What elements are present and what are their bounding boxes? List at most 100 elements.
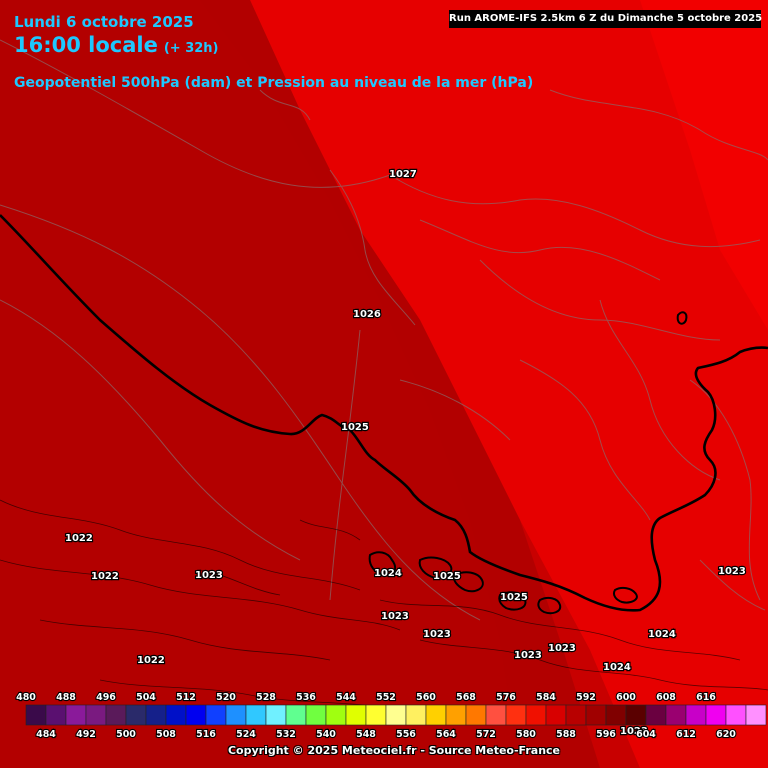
color-scale-bottom-label: 588	[556, 729, 576, 740]
color-scale-swatch	[705, 704, 727, 726]
color-scale-swatch	[745, 704, 767, 726]
color-scale-top-label: 600	[616, 692, 636, 703]
color-scale-bottom-label: 524	[236, 729, 256, 740]
color-scale-bottom-label: 516	[196, 729, 216, 740]
color-scale-swatch	[485, 704, 507, 726]
color-scale-swatch	[625, 704, 647, 726]
color-scale-swatch	[445, 704, 467, 726]
color-scale-bottom-label: 596	[596, 729, 616, 740]
color-scale-bottom-label: 612	[676, 729, 696, 740]
pressure-label: 1024	[374, 568, 402, 579]
geopotential-zone-darker	[0, 0, 520, 768]
color-scale-top-label: 528	[256, 692, 276, 703]
color-scale-bottom-label: 572	[476, 729, 496, 740]
color-scale-bottom-label: 500	[116, 729, 136, 740]
color-scale-swatch	[685, 704, 707, 726]
color-scale-swatch	[245, 704, 267, 726]
color-scale-swatch	[45, 704, 67, 726]
color-scale-swatch	[385, 704, 407, 726]
pressure-label: 1023	[548, 643, 576, 654]
color-scale-swatch	[425, 704, 447, 726]
color-scale-swatch	[605, 704, 627, 726]
color-scale-top-label: 488	[56, 692, 76, 703]
color-scale-bottom-label: 620	[716, 729, 736, 740]
color-scale-bottom-label: 532	[276, 729, 296, 740]
color-scale-swatch	[545, 704, 567, 726]
color-scale-top-label: 576	[496, 692, 516, 703]
map-borders	[0, 39, 768, 621]
color-scale-swatch	[465, 704, 487, 726]
color-scale-bottom-label: 604	[636, 729, 656, 740]
pressure-label: 1023	[423, 629, 451, 640]
boundary-line	[0, 214, 768, 612]
forecast-time: 16:00 locale (+ 32h)	[14, 33, 219, 57]
color-scale-bottom-label: 564	[436, 729, 456, 740]
pressure-label: 1023	[195, 570, 223, 581]
terrain-contours	[0, 499, 768, 711]
field-title: Geopotentiel 500hPa (dam) et Pression au…	[14, 75, 534, 91]
color-scale-swatch	[265, 704, 287, 726]
color-scale-top-label: 608	[656, 692, 676, 703]
color-scale-bottom-label: 556	[396, 729, 416, 740]
pressure-label: 1024	[603, 662, 631, 673]
forecast-time-value: 16:00 locale	[14, 33, 158, 57]
pressure-label: 1024	[648, 629, 676, 640]
color-scale-swatch	[165, 704, 187, 726]
color-scale-swatch	[25, 704, 47, 726]
pressure-label: 1022	[91, 571, 119, 582]
pressure-label: 1025	[341, 422, 369, 433]
color-scale-swatch	[305, 704, 327, 726]
pressure-labels: 1027 1026 1025 1022 1022 1023 1024 1025 …	[64, 168, 747, 738]
color-scale-bottom-label: 492	[76, 729, 96, 740]
color-scale-swatch	[285, 704, 307, 726]
color-scale-bottom-label: 484	[36, 729, 56, 740]
color-scale-swatch	[185, 704, 207, 726]
color-scale-top-label: 496	[96, 692, 116, 703]
copyright: Copyright © 2025 Meteociel.fr - Source M…	[227, 744, 561, 757]
color-scale-top-label: 544	[336, 692, 356, 703]
color-scale-bottom-label: 548	[356, 729, 376, 740]
color-scale-swatch	[85, 704, 107, 726]
forecast-date: Lundi 6 octobre 2025	[14, 13, 194, 31]
color-scale-swatch	[325, 704, 347, 726]
color-scale-top-label: 584	[536, 692, 556, 703]
pressure-label: 1023	[381, 611, 409, 622]
color-scale-top-label: 552	[376, 692, 396, 703]
color-scale-top-label: 480	[16, 692, 36, 703]
color-scale-swatch	[65, 704, 87, 726]
color-scale-top-label: 560	[416, 692, 436, 703]
pressure-label: 1027	[389, 169, 417, 180]
color-scale-bottom-label: 580	[516, 729, 536, 740]
coast-islands	[368, 311, 688, 615]
color-scale-swatch	[125, 704, 147, 726]
color-scale-top-label: 616	[696, 692, 716, 703]
color-scale-top-label: 512	[176, 692, 196, 703]
color-scale-swatch	[565, 704, 587, 726]
color-scale-swatch	[345, 704, 367, 726]
forecast-offset: (+ 32h)	[163, 41, 219, 56]
color-scale-bottom-label: 540	[316, 729, 336, 740]
color-scale-swatch	[665, 704, 687, 726]
color-scale-top-label: 592	[576, 692, 596, 703]
pressure-label: 1025	[500, 592, 528, 603]
color-scale-swatch	[405, 704, 427, 726]
color-scale-swatch	[105, 704, 127, 726]
pressure-label: 1023	[514, 650, 542, 661]
color-scale-swatch	[365, 704, 387, 726]
color-scale-swatch	[505, 704, 527, 726]
color-scale-swatch	[585, 704, 607, 726]
pressure-label: 1026	[353, 309, 381, 320]
color-scale-swatch	[205, 704, 227, 726]
geopotential-zone-light	[250, 0, 768, 768]
color-scale-bar: 480 488 496 504 512 520 528 536 544 552 560 568 576 5…	[15, 691, 767, 741]
pressure-label: 1023	[620, 726, 648, 737]
color-scale-swatch	[725, 704, 747, 726]
color-scale-swatch	[145, 704, 167, 726]
pressure-label: 1022	[137, 655, 165, 666]
color-scale-swatch	[225, 704, 247, 726]
color-scale-top-label: 536	[296, 692, 316, 703]
pressure-label: 1023	[718, 566, 746, 577]
color-scale-top-label: 568	[456, 692, 476, 703]
geopotential-zone-far-east	[640, 0, 768, 330]
